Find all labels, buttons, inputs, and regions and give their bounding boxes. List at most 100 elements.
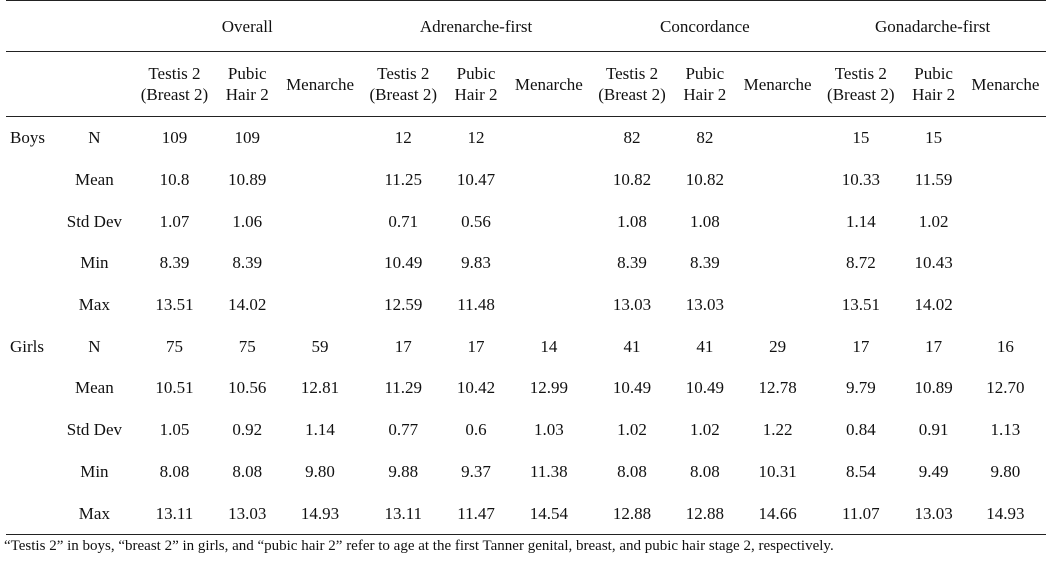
group-header-gonadarche-first: Gonadarche-first [819, 0, 1046, 52]
table-row: Max 13.11 13.03 14.93 13.11 11.47 14.54 12.88 12… [6, 492, 1046, 535]
value-cell: 0.77 [388, 420, 419, 440]
value-cell: 10.89 [228, 170, 267, 190]
value-cell: 8.08 [232, 461, 263, 481]
value-cell: 1.03 [533, 420, 564, 440]
value-cell: 17 [925, 336, 943, 356]
value-cell: 17 [852, 336, 870, 356]
value-cell [278, 284, 361, 326]
value-cell: 59 [311, 336, 329, 356]
value-cell: 0.71 [388, 211, 419, 231]
value-cell: 1.13 [990, 420, 1021, 440]
value-cell: 1.06 [232, 211, 263, 231]
sex-label-cell [6, 284, 56, 326]
value-cell: 11.25 [384, 170, 423, 190]
value-cell: 13.03 [612, 295, 652, 315]
subheader-line: Pubic [456, 64, 496, 83]
table-body: Boys N 109 109 12 12 82 82 15 15 Mean 10.8 10.89 11.2… [6, 116, 1046, 535]
value-cell [965, 159, 1046, 201]
value-cell: 8.54 [845, 461, 876, 481]
value-cell: 10.43 [914, 253, 953, 273]
value-cell: 75 [238, 336, 256, 356]
value-cell: 1.05 [159, 420, 190, 440]
value-cell: 8.08 [689, 461, 720, 481]
value-cell: 9.80 [990, 461, 1021, 481]
value-cell [507, 284, 590, 326]
value-cell: 16 [996, 336, 1014, 356]
table-row: Mean 10.8 10.89 11.25 10.47 10.82 10.82 10.33 11… [6, 159, 1046, 201]
value-cell: 11.59 [914, 170, 953, 190]
subheader-testis-breast: Testis 2 (Breast 2) [590, 52, 673, 117]
value-cell: 13.11 [384, 503, 423, 523]
value-cell [278, 159, 361, 201]
subheader-line: Testis 2 [377, 64, 430, 83]
value-cell: 12.88 [612, 503, 652, 523]
subheader-line: Testis 2 [605, 64, 659, 83]
subheader-testis-breast: Testis 2 (Breast 2) [133, 52, 216, 117]
subheader-menarche: Menarche [971, 74, 1040, 94]
value-cell [736, 117, 819, 159]
subheader-pubic-hair: Pubic Hair 2 [902, 52, 964, 117]
value-cell: 82 [696, 128, 714, 148]
table-row: Min 8.08 8.08 9.80 9.88 9.37 11.38 8.08 8.08 10.3… [6, 451, 1046, 493]
value-cell: 11.29 [384, 378, 423, 398]
subheader-menarche: Menarche [514, 74, 583, 94]
value-cell: 10.49 [685, 378, 724, 398]
value-cell [278, 200, 361, 242]
subheader-line: Pubic [685, 64, 725, 83]
value-cell: 13.51 [841, 295, 880, 315]
value-cell: 1.14 [845, 211, 876, 231]
value-cell [736, 200, 819, 242]
stat-label-cell: Max [78, 503, 110, 523]
stat-label-cell: N [88, 128, 101, 148]
stat-label-cell: Max [78, 295, 110, 315]
value-cell: 14.93 [986, 503, 1025, 523]
value-cell: 8.08 [617, 461, 647, 481]
value-cell: 9.37 [461, 461, 491, 481]
value-cell: 10.82 [612, 170, 652, 190]
stat-label-cell: N [88, 336, 101, 356]
value-cell [736, 284, 819, 326]
value-cell: 9.79 [845, 378, 876, 398]
sex-label-cell [6, 492, 56, 534]
value-cell: 10.51 [155, 378, 194, 398]
subheader-line: Testis 2 [834, 64, 887, 83]
subheader-line: Hair 2 [912, 85, 956, 104]
subheader-line: Pubic [914, 64, 953, 83]
value-cell: 10.8 [159, 170, 190, 190]
value-cell: 11.07 [842, 503, 880, 523]
subheader-menarche: Menarche [286, 74, 355, 94]
value-cell: 17 [467, 336, 485, 356]
value-cell: 8.72 [845, 253, 876, 273]
value-cell: 10.49 [384, 253, 423, 273]
value-cell: 8.08 [159, 461, 190, 481]
blank-header-cell [56, 52, 133, 117]
value-cell: 12.70 [986, 378, 1025, 398]
value-cell: 12 [467, 128, 485, 148]
stat-label-cell: Min [80, 253, 109, 273]
subheader-line: Pubic [227, 64, 267, 83]
value-cell: 17 [394, 336, 412, 356]
value-cell [736, 159, 819, 201]
blank-header-cell [6, 52, 56, 117]
table-footnote: “Testis 2” in boys, “breast 2” in girls,… [4, 538, 834, 554]
value-cell: 29 [769, 336, 787, 356]
stat-label-cell: Mean [75, 170, 114, 190]
value-cell [736, 242, 819, 284]
sex-label-cell [6, 159, 56, 201]
value-cell: 1.22 [762, 420, 793, 440]
value-cell: 14.66 [758, 503, 797, 523]
blank-header-cell [6, 1, 56, 52]
table-row: Max 13.51 14.02 12.59 11.48 13.03 13.03 13.51 14… [6, 284, 1046, 326]
value-cell: 0.92 [232, 420, 263, 440]
value-cell: 8.39 [159, 253, 190, 273]
value-cell: 11.38 [530, 461, 568, 481]
value-cell: 1.08 [617, 211, 647, 231]
value-cell: 12.81 [300, 378, 340, 398]
value-cell: 9.80 [305, 461, 335, 481]
value-cell: 8.39 [232, 253, 263, 273]
value-cell: 10.42 [456, 378, 496, 398]
value-cell: 75 [165, 336, 183, 356]
value-cell: 12.88 [685, 503, 724, 523]
value-cell: 41 [696, 336, 714, 356]
table-container: Overall Adrenarche-first Concordance Gon… [6, 0, 1046, 535]
